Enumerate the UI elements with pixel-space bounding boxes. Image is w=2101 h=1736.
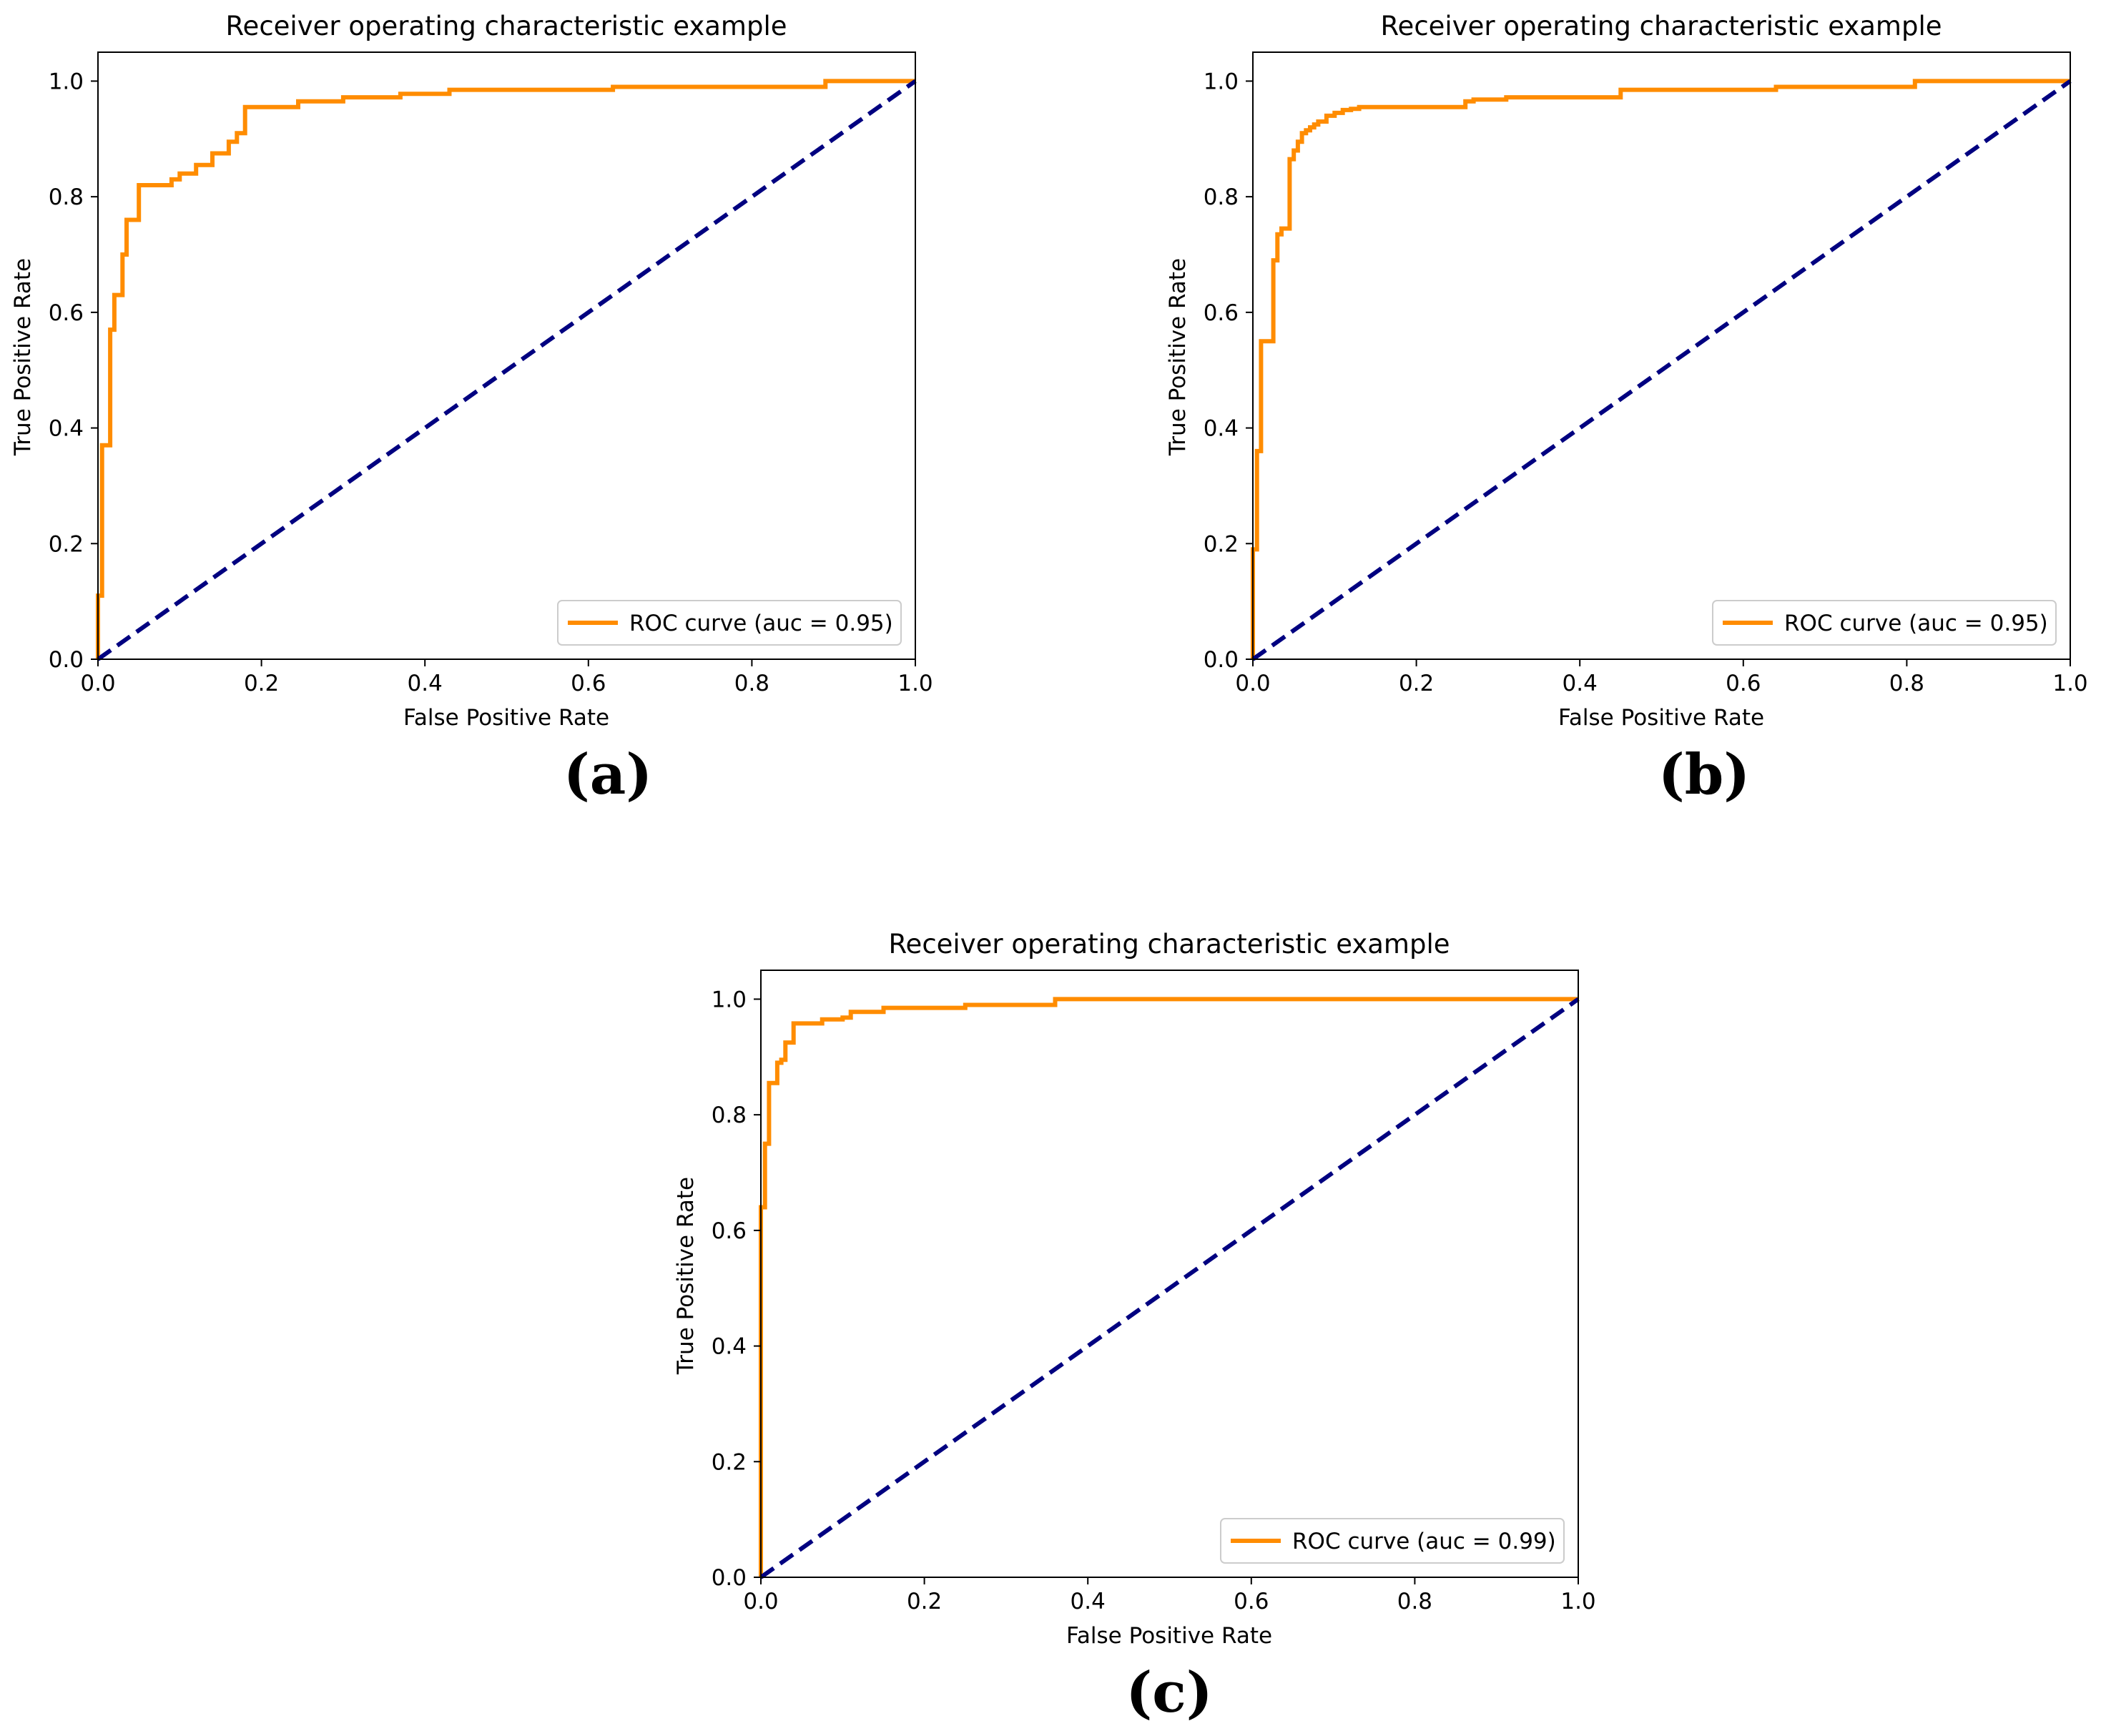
y-axis-label: True Positive Rate [10, 258, 36, 456]
legend-box [1712, 600, 2057, 646]
plot-area: 0.0 0.2 0.4 0.6 0.8 1.0 0.0 0.2 0.4 0.6 0.8 1.0 ROC … [1204, 51, 2088, 696]
roc-curve-line [1251, 79, 2070, 659]
axes-frame [760, 970, 1579, 1578]
y-tick-label: 0.6 [712, 1218, 747, 1244]
x-tick-label: 0.0 [1235, 671, 1270, 696]
x-tick-label: 1.0 [2052, 671, 2087, 696]
panel-label: (c) [1126, 1660, 1212, 1725]
y-tick-label: 0.2 [1204, 531, 1239, 557]
chance-diagonal-line [1251, 79, 2072, 661]
panel-label: (b) [1658, 742, 1750, 807]
axes-frame [97, 51, 916, 660]
roc-curve-line [96, 79, 915, 659]
y-tick-label: 1.0 [712, 987, 747, 1012]
chart-title: Receiver operating characteristic exampl… [889, 929, 1450, 960]
legend-box [1220, 1518, 1565, 1564]
y-tick-label: 0.2 [49, 531, 84, 557]
x-tick-label: 0.8 [734, 671, 769, 696]
y-tick-label: 1.0 [49, 69, 84, 94]
chance-diagonal-line [97, 79, 917, 661]
y-tick-label: 1.0 [1204, 69, 1239, 94]
plot-area: 0.0 0.2 0.4 0.6 0.8 1.0 0.0 0.2 0.4 0.6 0.8 1.0 ROC … [712, 970, 1596, 1614]
y-axis-label: True Positive Rate [673, 1177, 699, 1375]
y-tick-label: 0.2 [712, 1449, 747, 1475]
x-axis-label: False Positive Rate [1558, 705, 1764, 731]
y-tick-label: 0.0 [49, 647, 84, 673]
axes-frame [1252, 51, 2071, 660]
x-tick-label: 0.2 [244, 671, 279, 696]
legend: ROC curve (auc = 0.95) [557, 600, 902, 646]
chance-diagonal-line [759, 997, 1580, 1579]
y-tick-label: 0.0 [712, 1565, 747, 1591]
y-tick-label: 0.8 [1204, 184, 1239, 210]
x-tick-label: 0.2 [1399, 671, 1434, 696]
roc-curve-line [759, 997, 1578, 1577]
x-tick-label: 0.4 [1071, 1589, 1106, 1614]
legend-label: ROC curve (auc = 0.99) [1292, 1529, 1556, 1554]
y-axis-label: True Positive Rate [1165, 258, 1191, 456]
legend-label: ROC curve (auc = 0.95) [629, 611, 893, 636]
x-tick-label: 0.4 [408, 671, 443, 696]
y-tick-label: 0.8 [49, 184, 84, 210]
x-tick-label: 0.8 [1889, 671, 1924, 696]
y-tick-label: 0.0 [1204, 647, 1239, 673]
x-tick-label: 1.0 [1560, 1589, 1595, 1614]
chart-title: Receiver operating characteristic exampl… [1381, 11, 1942, 41]
legend: ROC curve (auc = 0.99) [1220, 1518, 1565, 1564]
y-tick-label: 0.4 [1204, 416, 1239, 442]
x-tick-label: 1.0 [897, 671, 933, 696]
x-tick-label: 0.8 [1397, 1589, 1432, 1614]
x-tick-label: 0.0 [80, 671, 115, 696]
x-tick-label: 0.6 [571, 671, 606, 696]
x-tick-label: 0.6 [1726, 671, 1761, 696]
legend-label: ROC curve (auc = 0.95) [1784, 611, 2048, 636]
y-tick-label: 0.6 [1204, 300, 1239, 326]
x-axis-label: False Positive Rate [1066, 1623, 1272, 1649]
x-tick-label: 0.2 [907, 1589, 942, 1614]
chart-title: Receiver operating characteristic exampl… [226, 11, 787, 41]
x-tick-label: 0.4 [1563, 671, 1598, 696]
y-tick-label: 0.4 [49, 416, 84, 442]
y-tick-label: 0.8 [712, 1103, 747, 1128]
legend-box [557, 600, 902, 646]
legend: ROC curve (auc = 0.95) [1712, 600, 2057, 646]
chart-panel-b: Receiver operating characteristic exampl… [1165, 11, 2088, 807]
y-tick-label: 0.6 [49, 300, 84, 326]
x-axis-label: False Positive Rate [403, 705, 609, 731]
chart-panel-a: Receiver operating characteristic exampl… [10, 11, 933, 807]
chart-panel-c: Receiver operating characteristic exampl… [673, 929, 1596, 1725]
panel-label: (a) [564, 742, 652, 807]
x-tick-label: 0.0 [743, 1589, 778, 1614]
y-tick-label: 0.4 [712, 1334, 747, 1360]
plot-area: 0.0 0.2 0.4 0.6 0.8 1.0 0.0 0.2 0.4 0.6 0.8 1.0 ROC … [49, 51, 933, 696]
x-tick-label: 0.6 [1234, 1589, 1269, 1614]
